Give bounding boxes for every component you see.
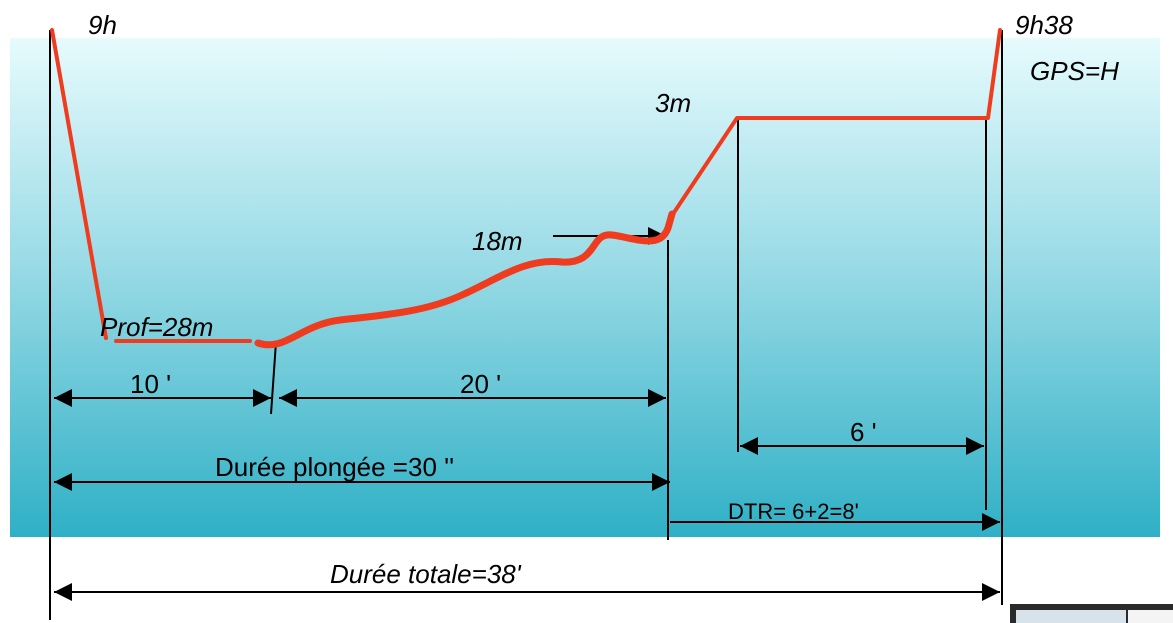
thumbnail — [1010, 604, 1173, 623]
end-time: 9h38 — [1015, 10, 1073, 40]
max-depth: Prof=28m — [100, 312, 213, 342]
dive-duration: Durée plongée =30 '' — [215, 452, 454, 482]
stop-depth: 3m — [655, 88, 691, 118]
mid-depth: 18m — [472, 226, 523, 256]
bottom-time: 10 ' — [130, 369, 171, 399]
dtr: DTR= 6+2=8' — [728, 499, 859, 524]
start-time: 9h — [88, 10, 117, 40]
ascent-time: 20 ' — [460, 369, 501, 399]
gps-label: GPS=H — [1030, 56, 1119, 86]
dive-profile-diagram: 9h 9h38 GPS=H 3m 18m Prof=28m 10 ' 20 ' … — [0, 0, 1173, 623]
stop-time: 6 ' — [850, 417, 877, 447]
total-duration: Durée totale=38' — [330, 559, 522, 589]
